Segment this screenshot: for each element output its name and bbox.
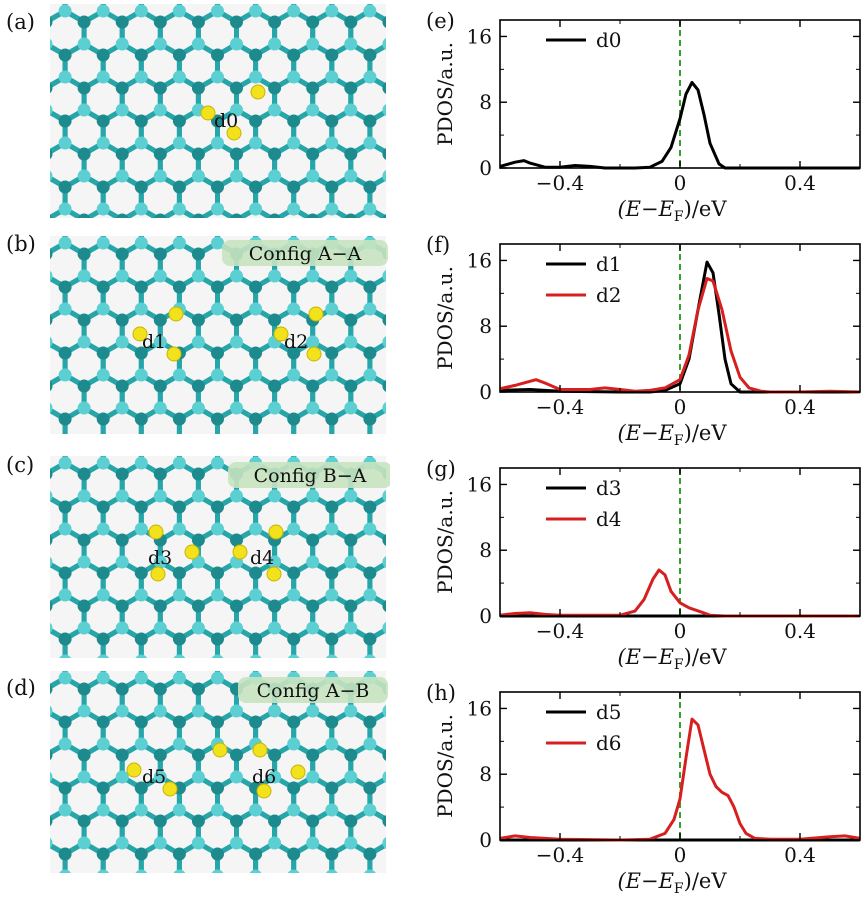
dopant-atom bbox=[290, 764, 306, 780]
y-tick-label: 8 bbox=[479, 90, 492, 114]
dopant-atom bbox=[306, 346, 322, 362]
y-axis-label: PDOS/a.u. bbox=[433, 266, 457, 370]
x-tick-label: 0.4 bbox=[784, 395, 816, 419]
dopant-atom bbox=[308, 306, 324, 322]
legend-label-d2: d2 bbox=[596, 283, 622, 307]
x-tick-label: 0 bbox=[674, 395, 687, 419]
x-axis-label: (E−EF)/eV bbox=[617, 197, 727, 225]
lattice-panel-b: d1 d2 Config A−A bbox=[50, 236, 388, 434]
y-tick-label: 0 bbox=[479, 156, 492, 180]
panel-label: (g) bbox=[426, 457, 456, 481]
dopant-atom bbox=[273, 326, 289, 342]
y-axis-label: PDOS/a.u. bbox=[433, 42, 457, 146]
y-tick-label: 0 bbox=[479, 380, 492, 404]
config-tag: Config A−B bbox=[238, 677, 388, 703]
legend-label-d6: d6 bbox=[596, 731, 622, 755]
panel-label: (e) bbox=[426, 9, 455, 33]
pdos-chart-e: (e) PDOS/a.u. 0 8 16 −0.4 0 0.4 (E−EF)/eV d0 bbox=[426, 9, 861, 225]
y-tick-label: 16 bbox=[467, 696, 492, 720]
x-tick-label: 0 bbox=[674, 171, 687, 195]
dopant-atom bbox=[250, 84, 266, 100]
x-axis-label: (E−EF)/eV bbox=[617, 869, 727, 897]
config-label: Config B−A bbox=[254, 465, 367, 487]
dopant-atom bbox=[184, 544, 200, 560]
y-tick-label: 16 bbox=[467, 472, 492, 496]
dopant-atom bbox=[266, 566, 282, 582]
y-tick-label: 8 bbox=[479, 538, 492, 562]
pdos-chart-h: (h) PDOS/a.u. 0 8 16 −0.4 0 0.4 (E−EF)/eV d5 d6 bbox=[426, 681, 861, 897]
y-tick-label: 8 bbox=[479, 762, 492, 786]
config-label: Config A−A bbox=[249, 243, 362, 265]
x-tick-label: −0.4 bbox=[536, 619, 585, 643]
dopant-label-d1: d1 bbox=[142, 331, 166, 353]
dopant-atom bbox=[166, 346, 182, 362]
x-axis-label: (E−EF)/eV bbox=[617, 421, 727, 449]
lattice-panel-c: d3 d4 Config B−A bbox=[50, 456, 390, 658]
dopant-atom bbox=[200, 105, 216, 121]
legend-label-d5: d5 bbox=[596, 700, 622, 724]
lattice-panel-d: d5 d6 Config A−B bbox=[50, 671, 388, 873]
dopant-atom bbox=[212, 742, 228, 758]
y-axis-label: PDOS/a.u. bbox=[433, 714, 457, 818]
x-tick-label: 0 bbox=[674, 843, 687, 867]
x-axis-label: (E−EF)/eV bbox=[617, 645, 727, 673]
x-tick-label: 0 bbox=[674, 619, 687, 643]
x-tick-label: 0.4 bbox=[784, 171, 816, 195]
x-tick-label: −0.4 bbox=[536, 171, 585, 195]
legend-label-d3: d3 bbox=[596, 476, 622, 500]
x-tick-label: 0.4 bbox=[784, 843, 816, 867]
pdos-chart-f: (f) PDOS/a.u. 0 8 16 −0.4 0 0.4 (E−EF)/eV d1 d2 bbox=[426, 233, 861, 449]
dopant-atom bbox=[126, 762, 142, 778]
dopant-atom bbox=[168, 306, 184, 322]
y-tick-label: 0 bbox=[479, 828, 492, 852]
dopant-atom bbox=[132, 326, 148, 342]
y-tick-label: 0 bbox=[479, 604, 492, 628]
dopant-label-d5: d5 bbox=[142, 766, 166, 788]
legend-label-d1: d1 bbox=[596, 252, 622, 276]
config-tag: Config B−A bbox=[228, 462, 390, 488]
panel-label-c: (c) bbox=[6, 453, 35, 477]
dopant-atom bbox=[150, 566, 166, 582]
dopant-label-d3: d3 bbox=[148, 547, 172, 569]
dopant-atom bbox=[268, 524, 284, 540]
y-tick-label: 16 bbox=[467, 24, 492, 48]
dopant-label-d2: d2 bbox=[284, 331, 308, 353]
x-tick-label: −0.4 bbox=[536, 843, 585, 867]
panel-label-a: (a) bbox=[6, 10, 35, 34]
panel-label-d: (d) bbox=[6, 676, 36, 700]
dopant-atom bbox=[252, 742, 268, 758]
dopant-atom bbox=[256, 783, 272, 799]
legend-label-d0: d0 bbox=[596, 28, 622, 52]
pdos-chart-g: (g) PDOS/a.u. 0 8 16 −0.4 0 0.4 (E−EF)/eV d3 d4 bbox=[426, 457, 861, 673]
dopant-atom bbox=[226, 125, 242, 141]
lattice-panel-a: d0 bbox=[50, 4, 386, 218]
dopant-atom bbox=[148, 524, 164, 540]
panel-label-b: (b) bbox=[6, 232, 36, 256]
x-tick-label: −0.4 bbox=[536, 395, 585, 419]
series-line-d2 bbox=[499, 277, 861, 394]
panel-label: (h) bbox=[426, 681, 456, 705]
legend-label-d4: d4 bbox=[596, 507, 622, 531]
config-label: Config A−B bbox=[257, 680, 370, 702]
config-tag: Config A−A bbox=[222, 240, 388, 266]
y-tick-label: 8 bbox=[479, 314, 492, 338]
x-tick-label: 0.4 bbox=[784, 619, 816, 643]
y-tick-label: 16 bbox=[467, 248, 492, 272]
dopant-label-d0: d0 bbox=[214, 110, 238, 132]
dopant-atom bbox=[232, 544, 248, 560]
dopant-label-d4: d4 bbox=[250, 547, 274, 569]
series-line-d4 bbox=[499, 568, 860, 618]
panel-label: (f) bbox=[426, 233, 450, 257]
dopant-atom bbox=[162, 781, 178, 797]
dopant-label-d6: d6 bbox=[252, 766, 276, 788]
y-axis-label: PDOS/a.u. bbox=[433, 490, 457, 594]
